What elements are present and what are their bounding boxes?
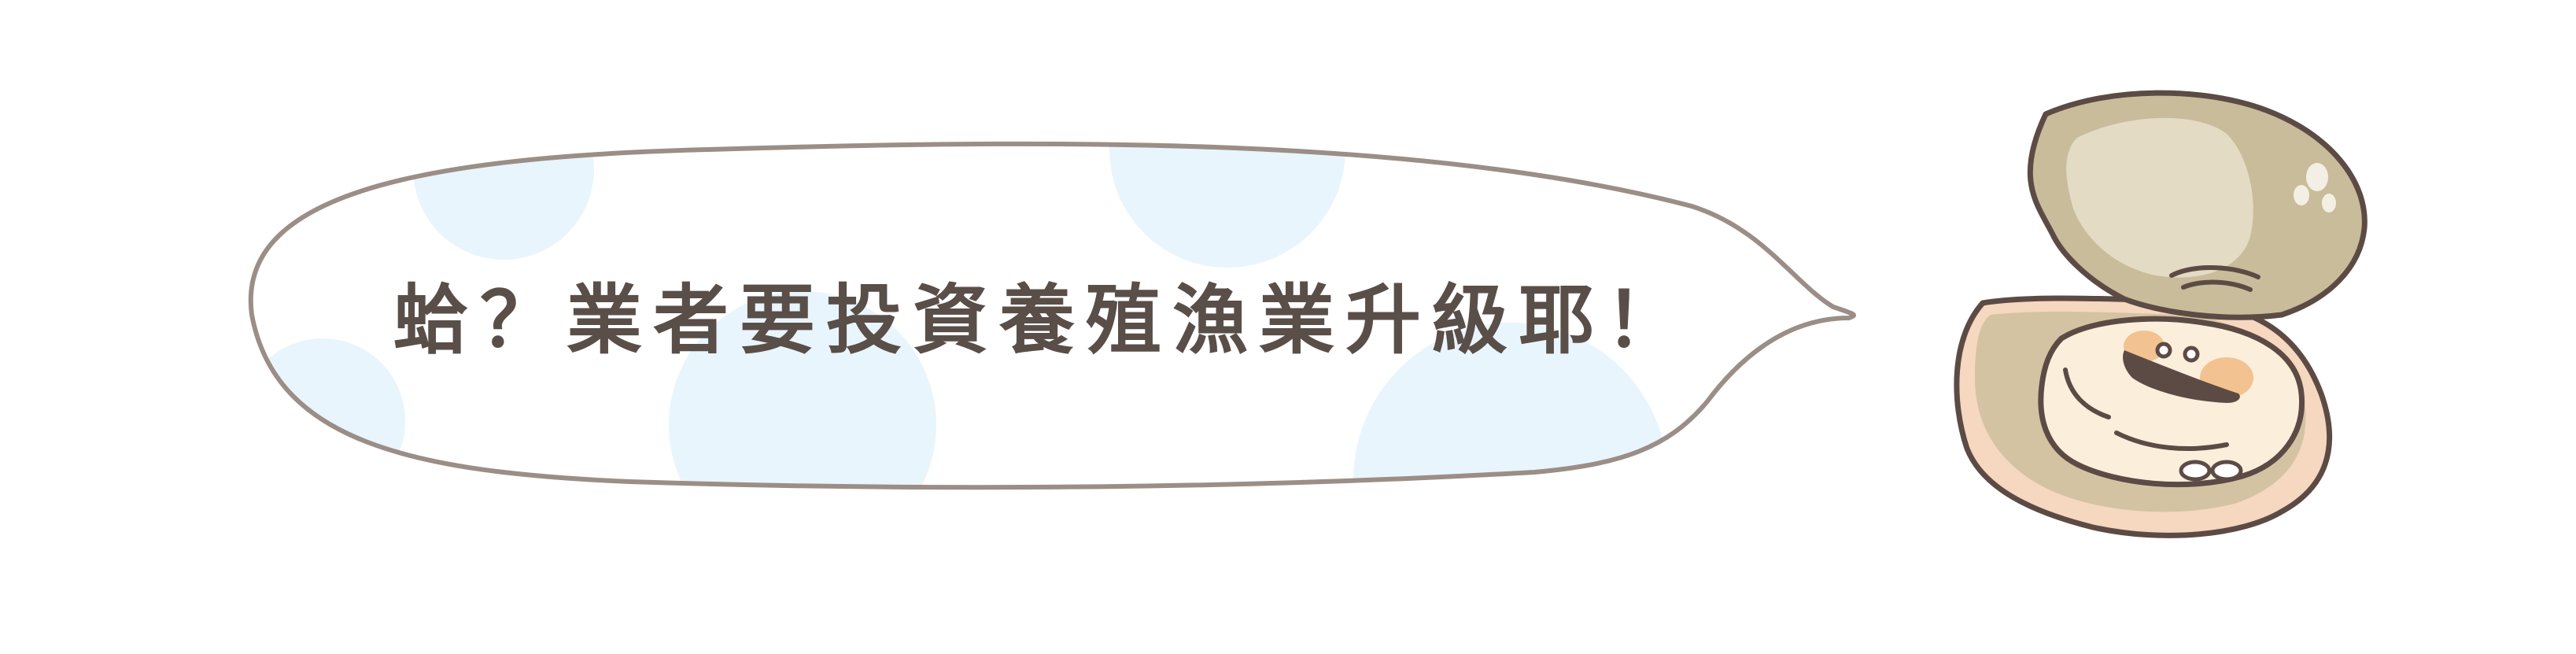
speech-bubble: 蛤？業者要投資養殖漁業升級耶！: [248, 141, 1856, 490]
shell-highlight: [2294, 185, 2309, 205]
speech-bubble-text: 蛤？業者要投資養殖漁業升級耶！: [393, 276, 1692, 364]
oyster-foot: [2210, 460, 2243, 482]
oyster-eyebrow: [2169, 265, 2260, 279]
oyster-eye: [2183, 345, 2200, 363]
bubble-dot: [669, 291, 936, 488]
oyster-body-line: [2114, 430, 2229, 451]
shell-highlight: [2322, 194, 2336, 212]
oyster-mouth: [2123, 350, 2240, 403]
bubble-outline: [248, 141, 1856, 490]
bubble-dot: [413, 143, 594, 260]
oyster-eye: [2155, 342, 2172, 359]
shell-highlight: [2306, 163, 2328, 191]
oyster-mascot-icon: [1954, 90, 2367, 538]
oyster-eyebrow: [2181, 279, 2253, 292]
oyster-foot: [2179, 460, 2212, 482]
oyster-top-shell-inner: [2066, 117, 2253, 278]
oyster-body-line: [2063, 368, 2111, 419]
